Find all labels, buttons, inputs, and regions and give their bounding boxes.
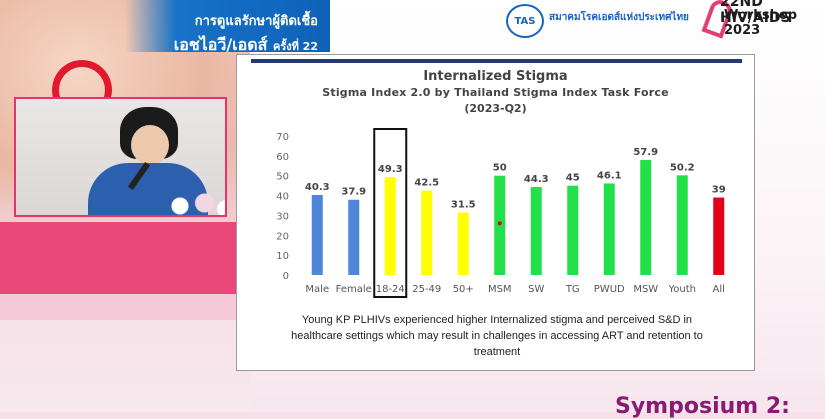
y-tick-label: 60 <box>276 152 289 163</box>
x-tick-label: TG <box>565 284 580 295</box>
x-tick-label: 18-24 <box>376 284 405 295</box>
x-tick-label: Youth <box>668 284 697 295</box>
y-tick-label: 40 <box>276 192 289 203</box>
bar <box>676 175 688 275</box>
workshop-title-line1: 22ND HIV/AIDS <box>720 0 791 26</box>
chart-subtitle-period: (2023-Q2) <box>464 102 527 115</box>
slide-top-bar <box>251 59 742 63</box>
data-label: 44.3 <box>524 174 549 185</box>
event-title-banner: การดูแลรักษาผู้ติดเชื้อ เอชไอวี/เอดส์ คร… <box>125 0 330 54</box>
pink-band-lower-decoration <box>0 294 250 320</box>
bar <box>530 187 542 275</box>
y-tick-label: 30 <box>276 211 289 222</box>
bar <box>457 212 469 275</box>
data-label: 50.2 <box>670 162 695 173</box>
data-label: 39 <box>712 185 726 196</box>
chart-title: Internalized Stigma <box>423 69 568 84</box>
x-tick-label: 25-49 <box>412 284 441 295</box>
event-title-hiv: เอชไอวี/เอดส์ <box>173 35 268 54</box>
laser-pointer-dot <box>497 221 502 226</box>
y-tick-label: 10 <box>276 251 289 262</box>
pink-band-decoration <box>0 222 250 294</box>
tas-logo-icon: TAS <box>506 4 544 38</box>
bar <box>567 185 579 275</box>
flowers-decoration <box>166 191 225 215</box>
bar <box>384 177 396 275</box>
symposium-label: Symposium 2: <box>615 394 790 419</box>
speaker-video-feed <box>14 97 227 217</box>
x-tick-label: Female <box>336 284 372 295</box>
x-tick-label: 50+ <box>453 284 474 295</box>
x-tick-label: PWUD <box>594 284 625 295</box>
data-label: 50 <box>493 163 507 174</box>
data-label: 40.3 <box>305 182 330 193</box>
chart-subtitle: Stigma Index 2.0 by Thailand Stigma Inde… <box>322 86 669 99</box>
x-tick-label: Male <box>305 284 329 295</box>
speaker-face <box>131 125 169 165</box>
slide-caption: Young KP PLHIVs experienced higher Inter… <box>291 314 703 358</box>
data-label: 45 <box>566 173 580 184</box>
bar <box>713 197 725 275</box>
data-label: 31.5 <box>451 199 476 210</box>
workshop-title-line2: Workshop 2023 <box>724 8 798 38</box>
data-label: 37.9 <box>341 187 366 198</box>
data-label: 42.5 <box>414 178 439 189</box>
event-title-line1: การดูแลรักษาผู้ติดเชื้อ <box>194 14 318 29</box>
data-label: 49.3 <box>378 164 403 175</box>
bar-chart: 70 60 50 40 30 20 10 0 40.3 Male 37.9 Female 49.3 18-… <box>276 128 726 298</box>
bar <box>311 194 323 275</box>
bar <box>603 183 615 275</box>
data-label: 46.1 <box>597 170 622 181</box>
y-tick-label: 70 <box>276 132 289 143</box>
y-tick-label: 20 <box>276 231 289 242</box>
event-title-line2: เอชไอวี/เอดส์ ครั้งที่ 22 <box>125 33 318 58</box>
x-tick-label: All <box>713 284 725 295</box>
x-tick-label: MSW <box>633 284 658 295</box>
x-tick-label: MSM <box>488 284 512 295</box>
x-tick-label: SW <box>528 284 544 295</box>
data-label: 57.9 <box>633 147 658 158</box>
bar <box>421 190 433 275</box>
event-edition: ครั้งที่ 22 <box>272 40 318 53</box>
y-tick-label: 0 <box>283 271 289 282</box>
y-tick-label: 50 <box>276 172 289 183</box>
bar <box>348 199 360 275</box>
association-name: สมาคมโรคเอดส์แห่งประเทศไทย <box>549 12 689 23</box>
bar <box>640 160 652 275</box>
highlight-box <box>373 128 408 298</box>
presentation-slide: Internalized Stigma Stigma Index 2.0 by … <box>236 54 755 371</box>
